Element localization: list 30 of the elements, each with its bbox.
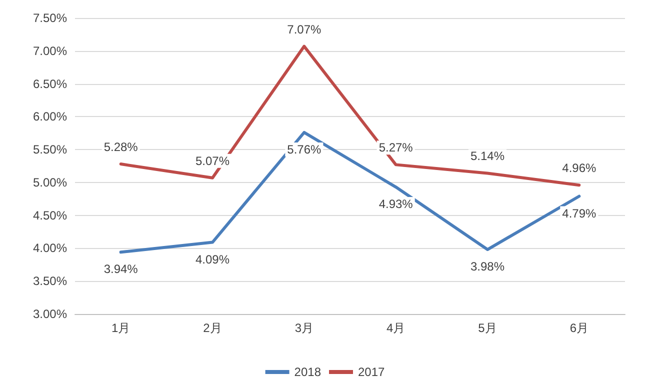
y-tick-label: 6.50% bbox=[32, 76, 68, 91]
data-label: 4.96% bbox=[562, 161, 597, 176]
y-tick-label: 4.50% bbox=[32, 208, 68, 222]
x-tick-label: 5月 bbox=[478, 321, 497, 335]
x-tick-label: 1月 bbox=[111, 321, 130, 335]
x-tick-label: 3月 bbox=[294, 321, 314, 335]
y-tick-label: 4.00% bbox=[32, 241, 68, 256]
y-tick-label: 3.00% bbox=[32, 307, 68, 321]
data-label: 5.28% bbox=[104, 140, 138, 154]
data-label: 5.14% bbox=[470, 149, 505, 164]
y-tick-label: 7.00% bbox=[32, 44, 68, 58]
data-label: 4.79% bbox=[562, 206, 597, 220]
y-tick-label: 6.00% bbox=[32, 110, 68, 124]
data-label: 5.07% bbox=[195, 154, 230, 168]
legend-label: 2018 bbox=[294, 365, 322, 379]
data-label: 7.07% bbox=[287, 22, 322, 36]
data-label: 4.09% bbox=[195, 252, 230, 266]
data-label: 4.93% bbox=[378, 197, 414, 212]
y-tick-label: 3.50% bbox=[32, 274, 68, 288]
data-label: 3.94% bbox=[104, 262, 138, 276]
data-label: 5.76% bbox=[287, 142, 322, 156]
x-tick-label: 6月 bbox=[570, 321, 589, 335]
y-tick-label: 5.00% bbox=[32, 175, 68, 190]
y-tick-label: 5.50% bbox=[32, 142, 68, 157]
x-tick-label: 2月 bbox=[203, 321, 222, 335]
data-label: 3.98% bbox=[470, 260, 505, 274]
y-tick-label: 7.50% bbox=[32, 11, 68, 25]
legend-label: 2017 bbox=[358, 365, 386, 379]
data-label: 5.27% bbox=[378, 140, 414, 155]
x-tick-label: 4月 bbox=[386, 321, 406, 335]
